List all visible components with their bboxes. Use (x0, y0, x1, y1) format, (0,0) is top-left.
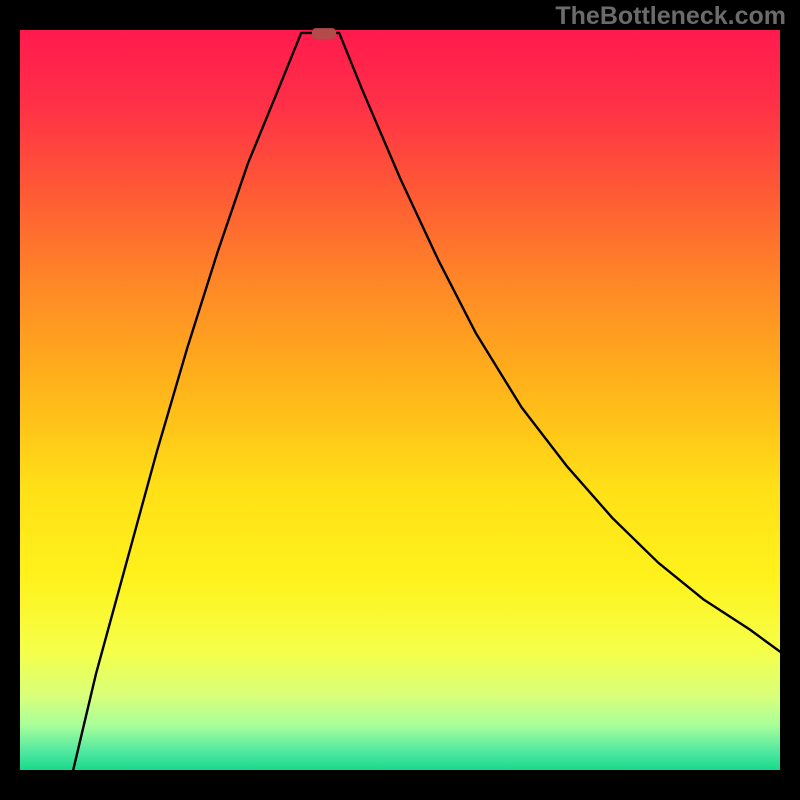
optimum-marker (312, 28, 336, 39)
watermark-text: TheBottleneck.com (555, 2, 786, 31)
bottleneck-chart (0, 0, 800, 800)
plot-background-gradient (20, 30, 780, 770)
